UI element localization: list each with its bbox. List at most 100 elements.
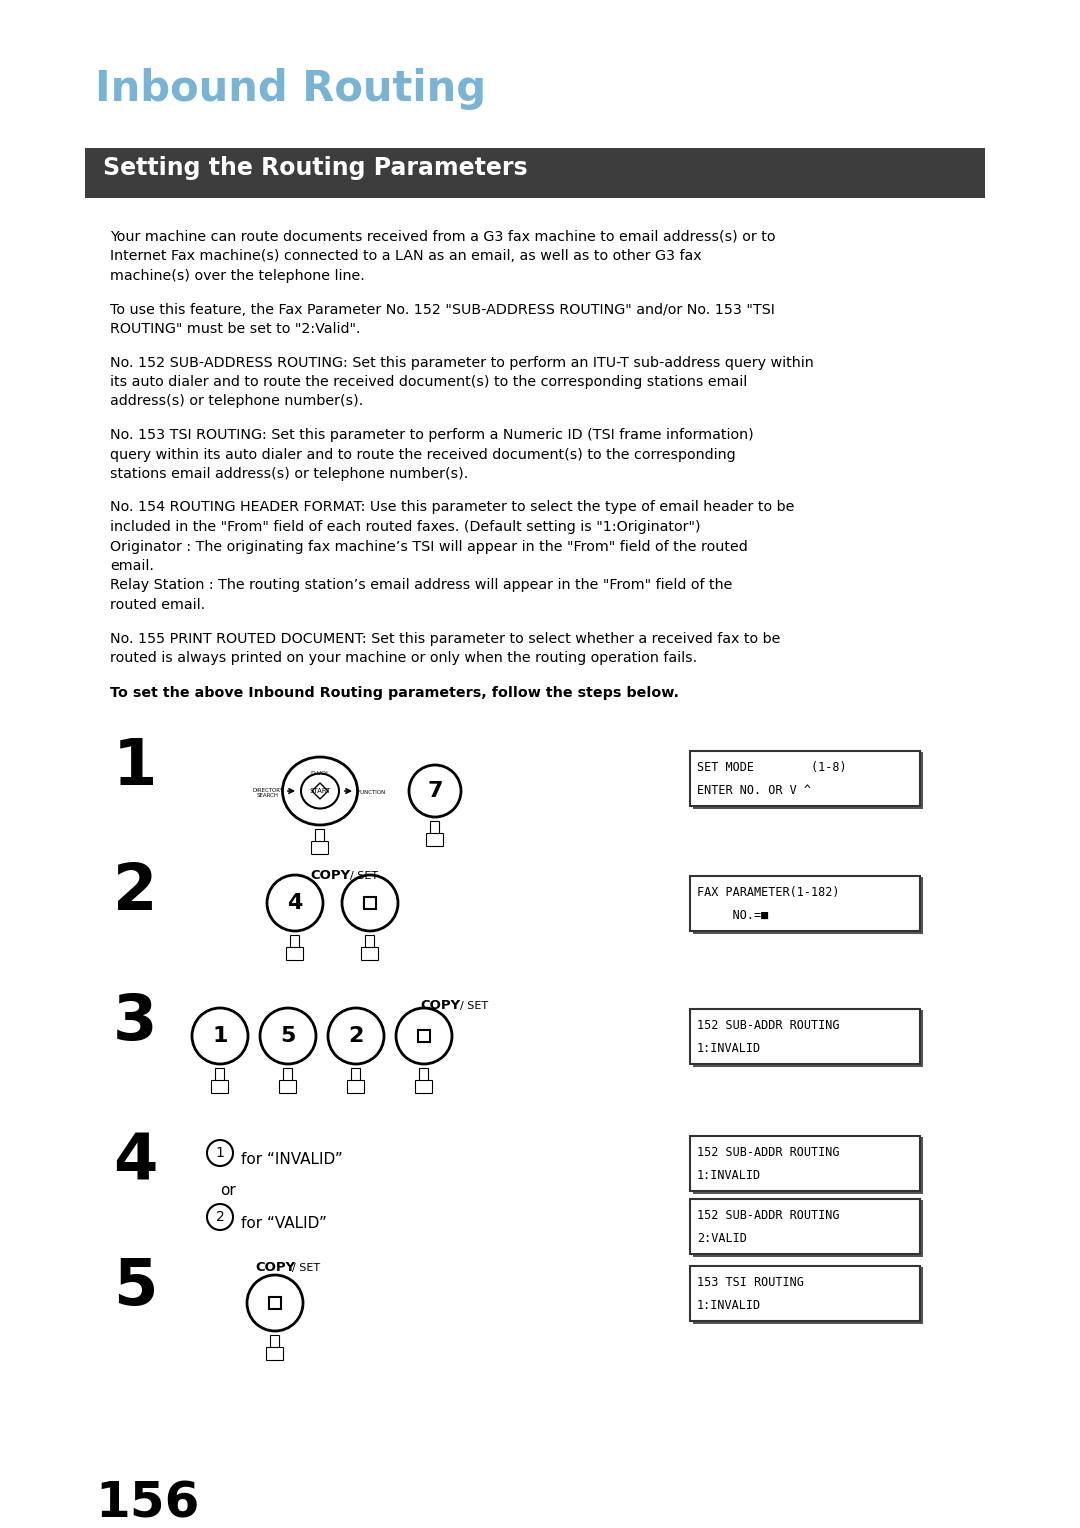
Ellipse shape xyxy=(283,756,357,825)
Text: No. 155 PRINT ROUTED DOCUMENT: Set this parameter to select whether a received f: No. 155 PRINT ROUTED DOCUMENT: Set this … xyxy=(110,631,781,645)
Text: D.VOL: D.VOL xyxy=(310,772,329,776)
FancyBboxPatch shape xyxy=(348,1080,365,1094)
Text: START: START xyxy=(309,788,330,795)
Text: Setting the Routing Parameters: Setting the Routing Parameters xyxy=(103,156,528,180)
Text: 5: 5 xyxy=(113,1256,158,1319)
Text: FAX PARAMETER(1-182): FAX PARAMETER(1-182) xyxy=(697,886,839,898)
Text: 4: 4 xyxy=(113,1131,158,1193)
Text: 152 SUB-ADDR ROUTING: 152 SUB-ADDR ROUTING xyxy=(697,1019,839,1031)
Text: 5: 5 xyxy=(281,1025,296,1047)
Text: 156: 156 xyxy=(95,1481,200,1528)
FancyBboxPatch shape xyxy=(431,822,440,834)
Text: 152 SUB-ADDR ROUTING: 152 SUB-ADDR ROUTING xyxy=(697,1209,839,1222)
Text: 1:INVALID: 1:INVALID xyxy=(697,1169,761,1183)
FancyBboxPatch shape xyxy=(315,830,324,842)
FancyBboxPatch shape xyxy=(690,1135,920,1190)
Circle shape xyxy=(260,1008,316,1063)
FancyBboxPatch shape xyxy=(280,1080,297,1094)
FancyBboxPatch shape xyxy=(693,752,923,808)
Text: 4: 4 xyxy=(287,892,302,914)
Circle shape xyxy=(328,1008,384,1063)
Text: ROUTING" must be set to "2:Valid".: ROUTING" must be set to "2:Valid". xyxy=(110,322,361,336)
FancyBboxPatch shape xyxy=(267,1348,283,1360)
Text: routed email.: routed email. xyxy=(110,597,205,613)
FancyBboxPatch shape xyxy=(365,935,375,949)
Ellipse shape xyxy=(301,773,339,808)
Circle shape xyxy=(207,1204,233,1230)
Text: 7: 7 xyxy=(428,781,443,801)
Text: Relay Station : The routing station’s email address will appear in the "From" fi: Relay Station : The routing station’s em… xyxy=(110,579,732,593)
FancyBboxPatch shape xyxy=(416,1080,432,1094)
FancyBboxPatch shape xyxy=(286,947,303,961)
Text: / SET: / SET xyxy=(350,871,378,882)
FancyBboxPatch shape xyxy=(418,1030,430,1042)
Text: FUNCTION: FUNCTION xyxy=(357,790,387,796)
Text: To set the above Inbound Routing parameters, follow the steps below.: To set the above Inbound Routing paramet… xyxy=(110,686,679,700)
FancyBboxPatch shape xyxy=(693,877,923,934)
Text: stations email address(s) or telephone number(s).: stations email address(s) or telephone n… xyxy=(110,468,469,481)
Text: ENTER NO. OR V ^: ENTER NO. OR V ^ xyxy=(697,784,811,798)
Text: / SET: / SET xyxy=(460,1001,488,1012)
Text: Inbound Routing: Inbound Routing xyxy=(95,69,486,110)
Text: 2: 2 xyxy=(349,1025,364,1047)
Text: 1: 1 xyxy=(113,736,158,798)
FancyBboxPatch shape xyxy=(690,1008,920,1063)
Text: DIRECTORY
SEARCH: DIRECTORY SEARCH xyxy=(253,787,283,799)
FancyBboxPatch shape xyxy=(269,1297,281,1309)
FancyBboxPatch shape xyxy=(693,1199,923,1258)
Text: 153 TSI ROUTING: 153 TSI ROUTING xyxy=(697,1276,804,1290)
Text: No. 152 SUB-ADDRESS ROUTING: Set this parameter to perform an ITU-T sub-address : No. 152 SUB-ADDRESS ROUTING: Set this pa… xyxy=(110,356,813,370)
FancyBboxPatch shape xyxy=(270,1335,280,1349)
Text: COPY: COPY xyxy=(255,1261,295,1274)
Circle shape xyxy=(396,1008,453,1063)
Text: 1: 1 xyxy=(213,1025,228,1047)
Text: No. 153 TSI ROUTING: Set this parameter to perform a Numeric ID (TSI frame infor: No. 153 TSI ROUTING: Set this parameter … xyxy=(110,428,754,442)
Circle shape xyxy=(192,1008,248,1063)
Text: for “VALID”: for “VALID” xyxy=(241,1216,327,1232)
Text: To use this feature, the Fax Parameter No. 152 "SUB-ADDRESS ROUTING" and/or No. : To use this feature, the Fax Parameter N… xyxy=(110,303,774,316)
Text: 3: 3 xyxy=(113,992,158,1053)
Polygon shape xyxy=(312,782,328,799)
Text: Your machine can route documents received from a G3 fax machine to email address: Your machine can route documents receive… xyxy=(110,231,775,244)
Text: 1: 1 xyxy=(216,1146,225,1160)
Circle shape xyxy=(342,876,399,931)
Text: or: or xyxy=(220,1183,235,1198)
FancyBboxPatch shape xyxy=(693,1010,923,1067)
FancyBboxPatch shape xyxy=(427,833,444,847)
FancyBboxPatch shape xyxy=(364,897,376,909)
FancyBboxPatch shape xyxy=(291,935,299,949)
Text: routed is always printed on your machine or only when the routing operation fail: routed is always printed on your machine… xyxy=(110,651,697,665)
Circle shape xyxy=(247,1274,303,1331)
FancyBboxPatch shape xyxy=(690,1267,920,1322)
Text: its auto dialer and to route the received document(s) to the corresponding stati: its auto dialer and to route the receive… xyxy=(110,374,747,390)
Text: included in the "From" field of each routed faxes. (Default setting is "1:Origin: included in the "From" field of each rou… xyxy=(110,520,701,533)
Text: COPY: COPY xyxy=(420,999,460,1012)
Text: No. 154 ROUTING HEADER FORMAT: Use this parameter to select the type of email he: No. 154 ROUTING HEADER FORMAT: Use this … xyxy=(110,501,795,515)
FancyBboxPatch shape xyxy=(85,148,985,199)
Text: SET MODE        (1-8): SET MODE (1-8) xyxy=(697,761,847,775)
Text: 1:INVALID: 1:INVALID xyxy=(697,1299,761,1313)
Text: machine(s) over the telephone line.: machine(s) over the telephone line. xyxy=(110,269,365,283)
FancyBboxPatch shape xyxy=(419,1068,429,1082)
Text: 1:INVALID: 1:INVALID xyxy=(697,1042,761,1054)
Text: / SET: / SET xyxy=(292,1264,320,1273)
Text: 2: 2 xyxy=(113,860,158,923)
FancyBboxPatch shape xyxy=(311,842,328,854)
FancyBboxPatch shape xyxy=(212,1080,229,1094)
FancyBboxPatch shape xyxy=(690,750,920,805)
FancyBboxPatch shape xyxy=(216,1068,225,1082)
Text: COPY: COPY xyxy=(310,869,350,882)
FancyBboxPatch shape xyxy=(283,1068,293,1082)
Text: 2:VALID: 2:VALID xyxy=(697,1232,747,1245)
FancyBboxPatch shape xyxy=(693,1137,923,1193)
FancyBboxPatch shape xyxy=(693,1267,923,1323)
Circle shape xyxy=(409,766,461,817)
Circle shape xyxy=(267,876,323,931)
Text: email.: email. xyxy=(110,559,153,573)
Circle shape xyxy=(207,1140,233,1166)
Text: query within its auto dialer and to route the received document(s) to the corres: query within its auto dialer and to rout… xyxy=(110,448,735,461)
Text: 2: 2 xyxy=(216,1210,225,1224)
FancyBboxPatch shape xyxy=(690,1199,920,1254)
Text: Internet Fax machine(s) connected to a LAN as an email, as well as to other G3 f: Internet Fax machine(s) connected to a L… xyxy=(110,249,702,263)
Text: for “INVALID”: for “INVALID” xyxy=(241,1152,342,1167)
